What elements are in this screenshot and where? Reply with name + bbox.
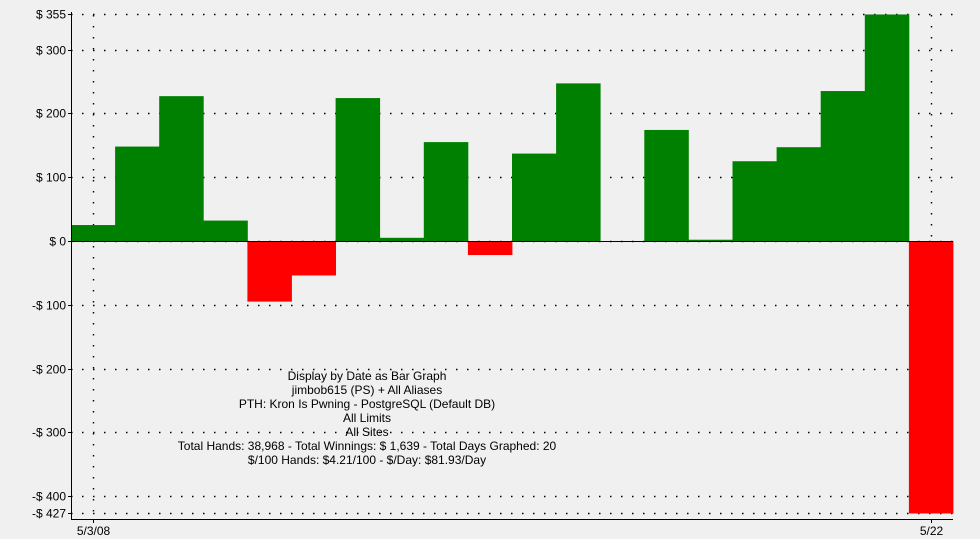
x-tick-labels: 5/3/08 5/22 <box>77 524 944 538</box>
bars <box>71 14 954 514</box>
bar-6 <box>335 98 381 242</box>
bar-13 <box>644 129 689 241</box>
bar-5 <box>291 241 336 276</box>
axes <box>68 12 953 523</box>
bar-11 <box>556 83 601 241</box>
bar-15 <box>732 161 777 241</box>
y-tick-label-7: -$ 300 <box>32 426 66 440</box>
y-tick-label-1: $ 300 <box>36 44 66 58</box>
bar-0 <box>71 225 116 241</box>
info-line-2: PTH: Kron Is Pwning - PostgreSQL (Defaul… <box>239 397 495 411</box>
y-tick-label-9: -$ 427 <box>32 507 66 521</box>
bar-9 <box>467 241 513 256</box>
y-tick-label-3: $ 100 <box>36 171 66 185</box>
bar-2 <box>159 96 204 241</box>
info-line-6: $/100 Hands: $4.21/100 - $/Day: $81.93/D… <box>248 453 486 467</box>
info-line-3: All Limits <box>343 411 391 425</box>
bar-17 <box>820 91 866 241</box>
info-line-0: Display by Date as Bar Graph <box>288 369 447 383</box>
y-tick-label-4: $ 0 <box>49 235 66 249</box>
info-line-4: All Sites <box>345 425 388 439</box>
bar-14 <box>688 239 733 241</box>
bar-18 <box>864 14 910 242</box>
y-tick-label-2: $ 200 <box>36 107 66 121</box>
y-tick-label-5: -$ 100 <box>32 299 66 313</box>
x-tick-label-0: 5/3/08 <box>77 524 111 538</box>
bar-16 <box>776 147 822 241</box>
bar-10 <box>512 153 557 241</box>
bar-8 <box>423 142 469 241</box>
y-tick-label-0: $ 355 <box>36 8 66 22</box>
bar-19 <box>908 241 954 514</box>
info-line-5: Total Hands: 38,968 - Total Winnings: $ … <box>178 439 557 453</box>
bar-3 <box>203 220 248 241</box>
x-tick-label-1: 5/22 <box>920 524 944 538</box>
y-tick-label-6: -$ 200 <box>32 363 66 377</box>
info-line-1: jimbob615 (PS) + All Aliases <box>291 383 442 397</box>
bar-4 <box>247 241 292 302</box>
y-tick-label-8: -$ 400 <box>32 490 66 504</box>
bar-1 <box>115 146 160 241</box>
bar-7 <box>379 237 425 241</box>
y-tick-labels: $ 355 $ 300 $ 200 $ 100 $ 0 -$ 100 -$ 200 -$ 30… <box>32 8 66 521</box>
